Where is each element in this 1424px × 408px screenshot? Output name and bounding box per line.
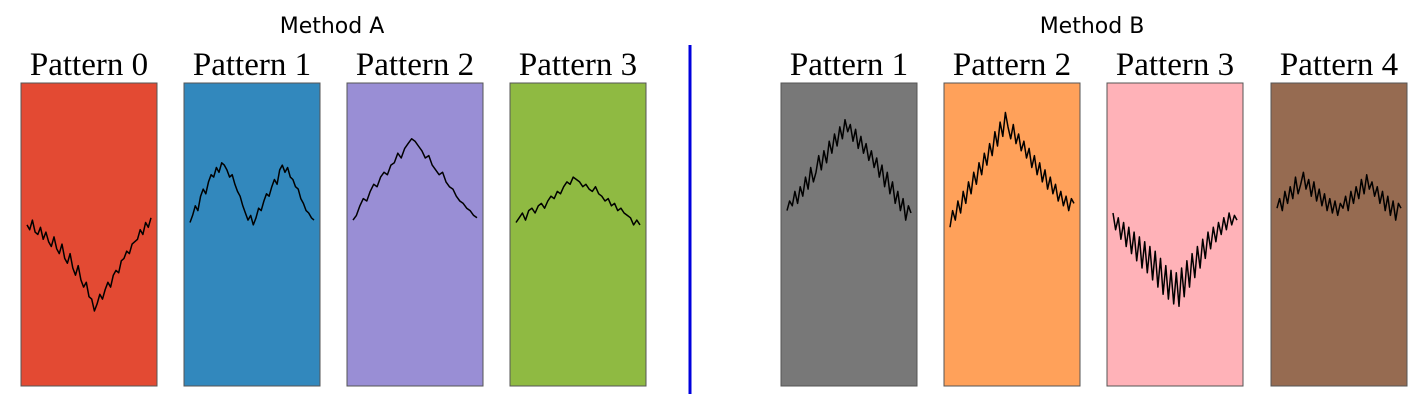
- pattern-panel: Pattern 2: [943, 47, 1081, 387]
- pattern-panel: Pattern 1: [780, 47, 918, 387]
- series-line: [189, 162, 315, 226]
- panel-title: Pattern 2: [356, 47, 474, 83]
- panel-background: [183, 82, 321, 387]
- series-line: [352, 138, 478, 221]
- panel-title: Pattern 2: [953, 47, 1071, 83]
- pattern-panel: Pattern 2: [346, 47, 484, 387]
- method-group-1: Method B Pattern 1 Pattern 2 Pattern 3 Patte…: [780, 14, 1408, 387]
- panel-background: [346, 82, 484, 387]
- panel-background: [509, 82, 647, 387]
- series-line: [786, 118, 912, 221]
- pattern-panel: Pattern 1: [183, 47, 321, 387]
- panel-title: Pattern 3: [1116, 47, 1234, 83]
- pattern-panel: Pattern 4: [1270, 47, 1408, 387]
- series-line: [1112, 212, 1238, 308]
- panel-title: Pattern 1: [193, 47, 311, 83]
- panel-title: Pattern 4: [1280, 47, 1398, 83]
- pattern-panel: Pattern 3: [509, 47, 647, 387]
- series-line: [949, 111, 1075, 228]
- series-line: [515, 176, 641, 226]
- pattern-panel: Pattern 3: [1106, 47, 1244, 387]
- panel-title: Pattern 1: [790, 47, 908, 83]
- panel-background: [780, 82, 918, 387]
- panel-title: Pattern 0: [30, 47, 148, 83]
- panel-background: [1270, 82, 1408, 387]
- method-title: Method B: [1040, 14, 1145, 39]
- series-line: [26, 217, 152, 312]
- method-title: Method A: [280, 14, 385, 39]
- pattern-panel: Pattern 0: [20, 47, 158, 387]
- panel-title: Pattern 3: [519, 47, 637, 83]
- method-group-0: Method A Pattern 0 Pattern 1 Pattern 2 Patte…: [20, 14, 647, 387]
- series-line: [1276, 171, 1402, 221]
- panel-background: [20, 82, 158, 387]
